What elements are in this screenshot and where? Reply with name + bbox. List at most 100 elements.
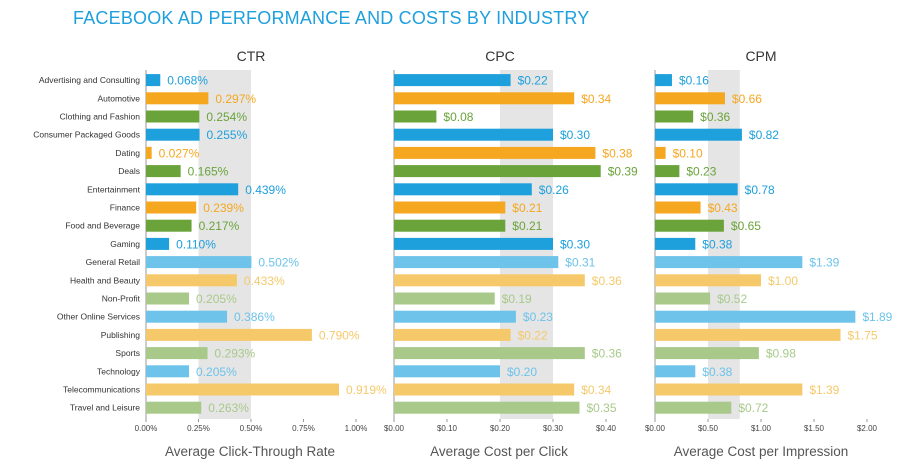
cpc-bar-1 [394,92,575,105]
cpm-value-label-6: $0.78 [745,183,775,197]
cpc-value-label-14: $0.22 [518,328,548,342]
category-label-2: Clothing and Fashion [60,112,141,122]
category-label-0: Advertising and Consulting [39,75,140,85]
category-label-11: Health and Beauty [70,275,141,285]
cpc-value-label-1: $0.34 [581,92,611,106]
cpm-bar-10 [655,256,803,269]
cpm-bar-12 [655,292,711,305]
category-label-10: General Retail [86,257,140,267]
ctr-value-label-11: 0.433% [244,274,285,288]
cpc-value-label-3: $0.30 [560,128,590,142]
ctr-bar-11 [146,274,237,287]
cpm-x-tick-label-4: $2.00 [857,424,878,433]
ctr-value-label-16: 0.205% [196,365,237,379]
cpm-value-label-3: $0.82 [749,128,779,142]
ctr-bar-0 [146,74,161,87]
cpm-value-label-14: $1.75 [848,328,878,342]
cpc-value-label-7: $0.21 [512,201,542,215]
ctr-value-label-6: 0.439% [245,183,286,197]
chart-title: FACEBOOK AD PERFORMANCE AND COSTS BY IND… [73,8,590,28]
cpm-panel-title: CPM [745,48,776,64]
ctr-bar-8 [146,219,192,232]
cpc-value-label-13: $0.23 [523,310,553,324]
cpm-bar-7 [655,201,701,214]
ctr-shaded-band [198,70,251,419]
cpc-value-label-0: $0.22 [518,74,548,88]
category-label-7: Finance [110,203,141,213]
cpm-bar-3 [655,128,742,141]
cpc-bar-18 [394,401,580,414]
cpc-value-label-12: $0.19 [502,292,532,306]
ctr-value-label-9: 0.110% [176,237,216,251]
ctr-value-label-0: 0.068% [167,74,208,88]
ctr-x-tick-label-3: 0.75% [292,424,315,433]
ctr-panel-title: CTR [237,48,266,64]
cpm-value-label-16: $0.38 [702,365,732,379]
ctr-bar-4 [146,146,152,159]
ctr-value-label-5: 0.165% [188,165,229,179]
category-label-16: Technology [97,366,141,376]
cpm-value-label-10: $1.39 [809,256,839,270]
category-label-17: Telecommunications [63,385,140,395]
category-label-3: Consumer Packaged Goods [33,130,140,140]
cpm-bar-17 [655,383,803,396]
cpc-value-label-15: $0.36 [592,347,622,361]
cpm-x-tick-label-1: $0.50 [698,424,719,433]
ctr-x-tick-label-1: 0.25% [187,424,210,433]
cpc-bar-4 [394,146,596,159]
cpm-bar-0 [655,74,672,87]
cpc-bar-12 [394,292,495,305]
cpm-bar-8 [655,219,724,232]
ctr-panel: CTR 0.068% 0.297% 0.254% 0.255% 0.027% 0.165% 0… [135,48,387,459]
cpm-bar-1 [655,92,725,105]
cpc-value-label-8: $0.21 [512,219,542,233]
cpc-bar-9 [394,237,553,250]
cpc-bar-17 [394,383,575,396]
cpm-bar-14 [655,328,841,341]
cpm-x-tick-label-2: $1.00 [751,424,772,433]
category-label-8: Food and Beverage [65,221,140,231]
ctr-bar-12 [146,292,190,305]
cpc-x-axis-label: Average Cost per Click [430,444,568,459]
cpm-bar-13 [655,310,856,323]
ctr-bar-13 [146,310,228,323]
cpm-x-axis-label: Average Cost per Impression [674,444,849,459]
cpm-value-label-8: $0.65 [731,219,761,233]
cpc-bar-7 [394,201,506,214]
cpc-value-label-18: $0.35 [587,401,617,415]
cpc-value-label-10: $0.31 [565,256,595,270]
ctr-value-label-4: 0.027% [159,146,200,160]
cpc-value-label-4: $0.38 [602,146,632,160]
category-label-4: Dating [115,148,140,158]
cpm-x-tick-label-0: $0.00 [645,424,666,433]
ctr-bar-18 [146,401,202,414]
cpm-bar-18 [655,401,732,414]
cpm-bar-16 [655,365,696,378]
ctr-bar-10 [146,256,252,269]
cpc-bar-3 [394,128,553,141]
ctr-bar-17 [146,383,339,396]
cpc-value-label-5: $0.39 [608,165,638,179]
ctr-value-label-18: 0.263% [208,401,249,415]
cpc-bar-16 [394,365,500,378]
ctr-value-label-15: 0.293% [215,347,256,361]
ctr-value-label-8: 0.217% [199,219,240,233]
ctr-x-tick-label-0: 0.00% [135,424,158,433]
cpc-bar-6 [394,183,532,196]
cpc-value-label-2: $0.08 [443,110,473,124]
ctr-bar-5 [146,165,181,178]
cpc-x-tick-label-1: $0.10 [437,424,458,433]
cpc-bar-14 [394,328,511,341]
ctr-x-tick-label-4: 1.00% [345,424,368,433]
ctr-value-label-13: 0.386% [234,310,275,324]
category-labels: Advertising and Consulting Automotive Clot… [33,75,141,413]
cpm-bar-6 [655,183,738,196]
cpm-value-label-18: $0.72 [738,401,768,415]
ctr-bar-9 [146,237,170,250]
cpc-value-label-11: $0.36 [592,274,622,288]
cpc-bar-15 [394,347,585,360]
ctr-bar-7 [146,201,197,214]
category-label-13: Other Online Services [57,312,140,322]
category-label-14: Publishing [101,330,140,340]
category-label-6: Entertainment [87,184,141,194]
